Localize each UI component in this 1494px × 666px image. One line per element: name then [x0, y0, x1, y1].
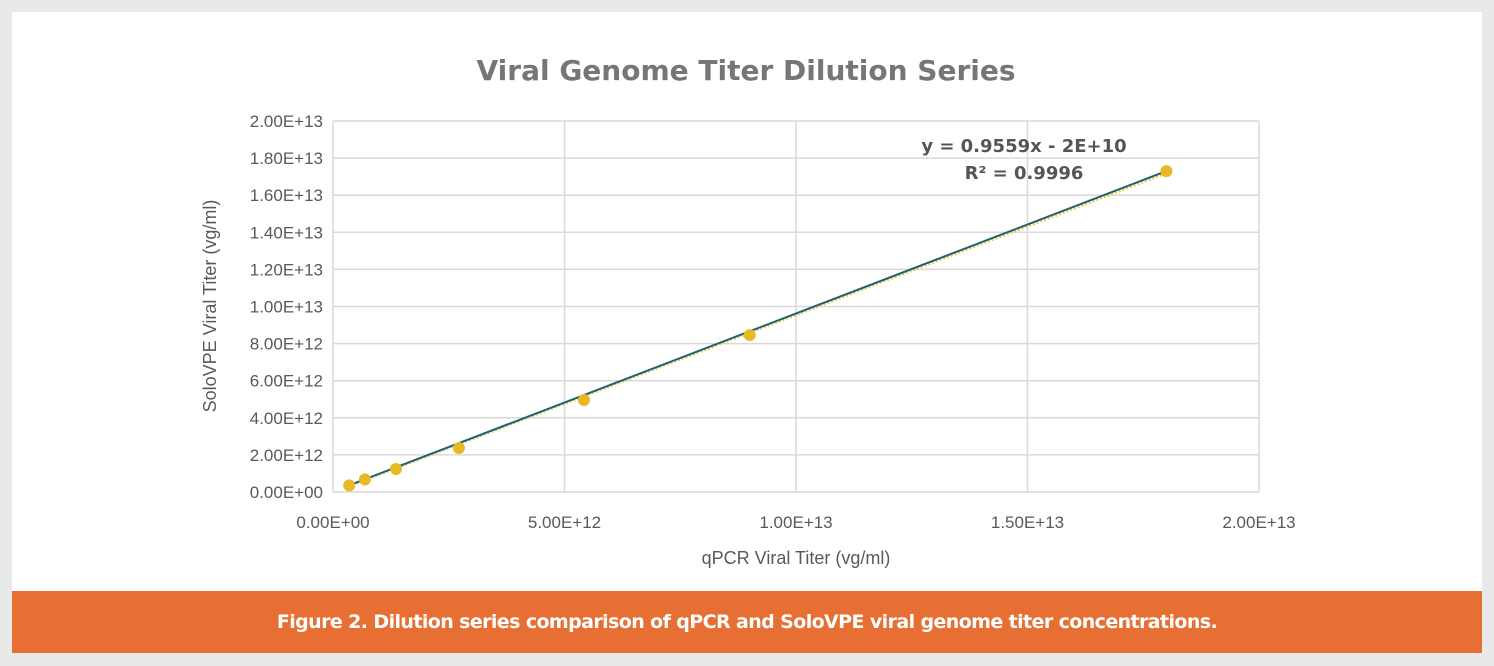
- x-tick-label: 0.00E+00: [296, 513, 369, 532]
- y-tick-label: 1.20E+13: [250, 260, 323, 279]
- y-tick-label: 8.00E+12: [250, 335, 323, 354]
- data-point: [452, 442, 465, 455]
- x-tick-label: 1.50E+13: [991, 513, 1064, 532]
- y-tick-label: 6.00E+12: [250, 372, 323, 391]
- trend-equation: y = 0.9559x - 2E+10: [921, 136, 1126, 157]
- y-tick-label: 1.00E+13: [250, 298, 323, 317]
- chart-title: Viral Genome Titer Dilution Series: [477, 54, 1016, 87]
- series-line: [348, 170, 1167, 487]
- data-point: [743, 329, 756, 342]
- data-point: [1160, 165, 1173, 178]
- data-point: [343, 479, 356, 492]
- y-tick-label: 1.80E+13: [250, 149, 323, 168]
- trend-r2: R² = 0.9996: [965, 163, 1084, 184]
- x-tick-label: 1.00E+13: [759, 513, 832, 532]
- y-tick-label: 1.60E+13: [250, 186, 323, 205]
- data-point: [389, 462, 402, 475]
- data-point: [577, 393, 590, 406]
- y-tick-label: 2.00E+12: [250, 446, 323, 465]
- x-tick-label: 5.00E+12: [528, 513, 601, 532]
- y-tick-label: 1.40E+13: [250, 223, 323, 242]
- x-tick-label: 2.00E+13: [1222, 513, 1295, 532]
- y-tick-label: 2.00E+13: [250, 112, 323, 131]
- y-tick-label: 4.00E+12: [250, 409, 323, 428]
- y-axis-label: SoloVPE Viral Titer (vg/ml): [200, 200, 220, 413]
- chart-card: [12, 12, 1482, 592]
- y-tick-label: 0.00E+00: [250, 483, 323, 502]
- figure-caption: Figure 2. Dilution series comparison of …: [12, 591, 1482, 653]
- x-axis-label: qPCR Viral Titer (vg/ml): [702, 548, 891, 568]
- data-point: [358, 473, 371, 486]
